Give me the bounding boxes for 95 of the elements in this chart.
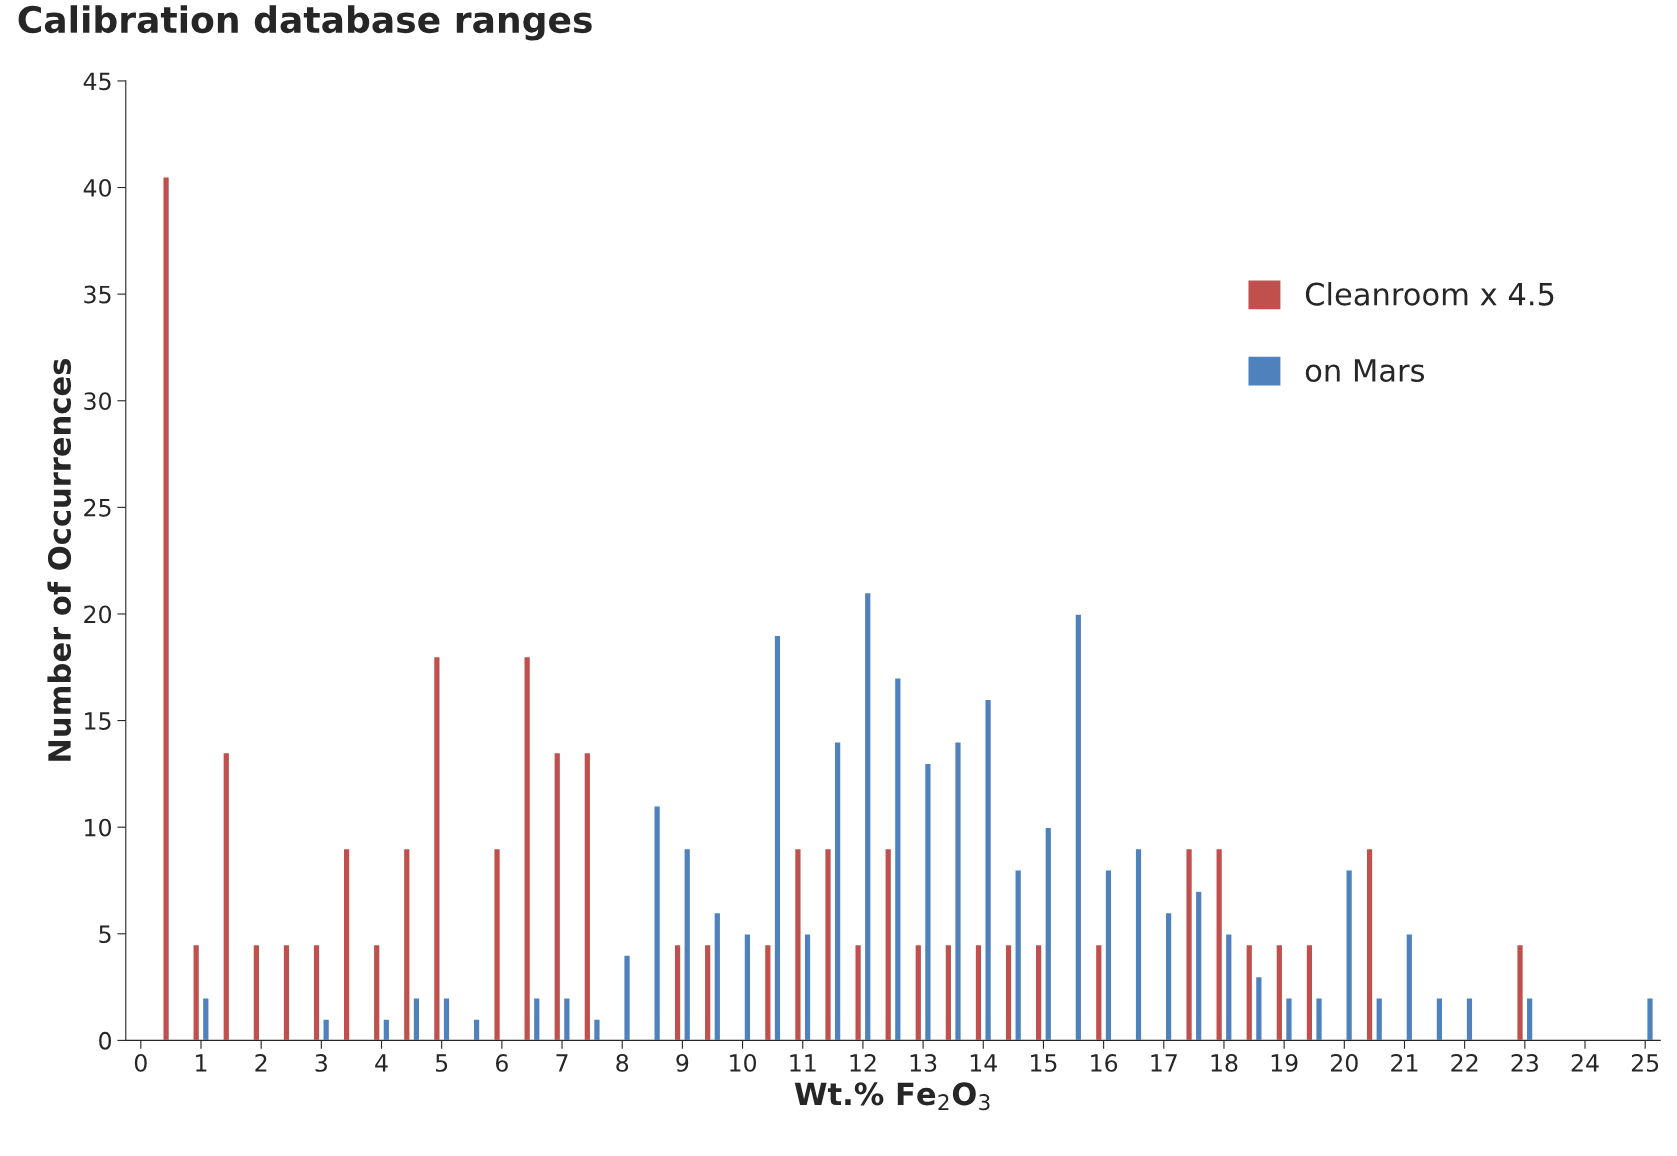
- bar: [884, 847, 893, 1041]
- x-tick-label: 7: [556, 1054, 568, 1072]
- x-tick-label: 24: [1571, 1054, 1599, 1072]
- x-tick-label: 23: [1511, 1054, 1538, 1072]
- bar: [803, 933, 812, 1041]
- x-axis-title: Wt.% Fe$_{2}$O$_{3}$: [794, 1082, 990, 1111]
- bar: [192, 943, 201, 1041]
- x-tick-label: 16: [1091, 1054, 1118, 1072]
- legend-label: Cleanroom x 4.5: [1305, 282, 1554, 306]
- y-tick-label: 40: [83, 178, 112, 197]
- y-tick-label: 20: [84, 605, 112, 624]
- bar: [854, 943, 863, 1041]
- bar: [1245, 943, 1254, 1041]
- x-tick-label: 2: [255, 1054, 267, 1072]
- bar: [252, 943, 261, 1041]
- x-tick-label: 8: [616, 1054, 629, 1072]
- bar: [833, 741, 842, 1041]
- bar: [532, 997, 541, 1041]
- y-tick-label: 35: [84, 285, 111, 304]
- x-tick-label: 9: [676, 1054, 689, 1072]
- bar: [923, 762, 932, 1041]
- y-tick-label: 0: [99, 1031, 112, 1050]
- legend-label: on Mars: [1305, 359, 1425, 383]
- bar: [944, 943, 953, 1041]
- bar: [1315, 997, 1324, 1041]
- bar: [1215, 847, 1224, 1041]
- bar: [523, 655, 532, 1041]
- y-tick-label: 30: [84, 392, 112, 411]
- bar: [1164, 911, 1173, 1041]
- x-tick-label: 12: [850, 1054, 876, 1072]
- y-tick-label: 5: [99, 925, 111, 944]
- x-tick-label: 0: [134, 1054, 147, 1072]
- x-tick-label: 15: [1031, 1054, 1057, 1072]
- bar: [1305, 943, 1314, 1041]
- x-tick-label: 19: [1271, 1054, 1298, 1072]
- x-tick-label: 11: [790, 1054, 816, 1072]
- bar: [282, 943, 291, 1041]
- x-tick-label: 1: [196, 1054, 207, 1072]
- bar: [824, 847, 833, 1041]
- y-tick-label: 10: [85, 818, 112, 837]
- bar: [472, 1018, 481, 1041]
- x-tick-label: 22: [1451, 1054, 1478, 1072]
- bar: [442, 997, 451, 1041]
- bar: [623, 954, 632, 1041]
- bar: [1284, 997, 1293, 1041]
- x-tick-label: 25: [1631, 1054, 1659, 1072]
- bar: [1465, 997, 1474, 1041]
- bar: [553, 751, 562, 1041]
- bar: [1275, 943, 1284, 1041]
- bar: [1345, 869, 1354, 1041]
- bar: [342, 847, 351, 1041]
- x-tick-label: 17: [1151, 1054, 1177, 1072]
- x-tick-label: 21: [1391, 1054, 1418, 1072]
- bar: [1516, 943, 1525, 1041]
- y-tick-label: 45: [83, 72, 111, 91]
- bar: [1435, 997, 1444, 1041]
- chart-title: Calibration database ranges: [18, 5, 592, 41]
- x-tick-label: 20: [1331, 1054, 1358, 1072]
- bar: [1525, 997, 1534, 1041]
- bar: [1194, 890, 1203, 1041]
- x-tick-label: 6: [496, 1054, 508, 1072]
- bar: [984, 698, 993, 1041]
- bar: [1405, 933, 1414, 1041]
- y-axis-title: Number of Occurrences: [47, 359, 72, 761]
- bar: [222, 751, 231, 1041]
- bar: [1134, 847, 1143, 1041]
- bar: [1185, 847, 1194, 1041]
- bar: [493, 847, 502, 1041]
- bar: [432, 655, 441, 1041]
- y-tick-label: 15: [85, 712, 111, 730]
- bar: [1074, 613, 1083, 1041]
- x-tick-label: 10: [730, 1054, 757, 1072]
- bar: [583, 751, 592, 1041]
- x-tick-label: 4: [375, 1054, 388, 1072]
- bar: [914, 943, 923, 1041]
- bar: [1645, 997, 1655, 1041]
- bar: [562, 997, 571, 1041]
- bar: [953, 741, 962, 1041]
- bar: [162, 176, 171, 1041]
- y-tick-label: 25: [84, 498, 111, 517]
- bar: [201, 997, 210, 1041]
- bar: [974, 943, 983, 1041]
- x-tick-label: 5: [436, 1054, 448, 1072]
- x-tick-label: 3: [315, 1054, 327, 1072]
- bar: [1254, 975, 1263, 1041]
- bar: [592, 1018, 601, 1041]
- bar: [793, 847, 802, 1041]
- bar: [863, 591, 872, 1041]
- x-tick-label: 13: [910, 1054, 937, 1072]
- bar: [653, 805, 662, 1041]
- bar: [893, 677, 902, 1041]
- x-tick-label: 14: [970, 1054, 997, 1072]
- bar: [1224, 933, 1233, 1041]
- x-tick-label: 18: [1211, 1054, 1238, 1072]
- bar: [743, 933, 752, 1041]
